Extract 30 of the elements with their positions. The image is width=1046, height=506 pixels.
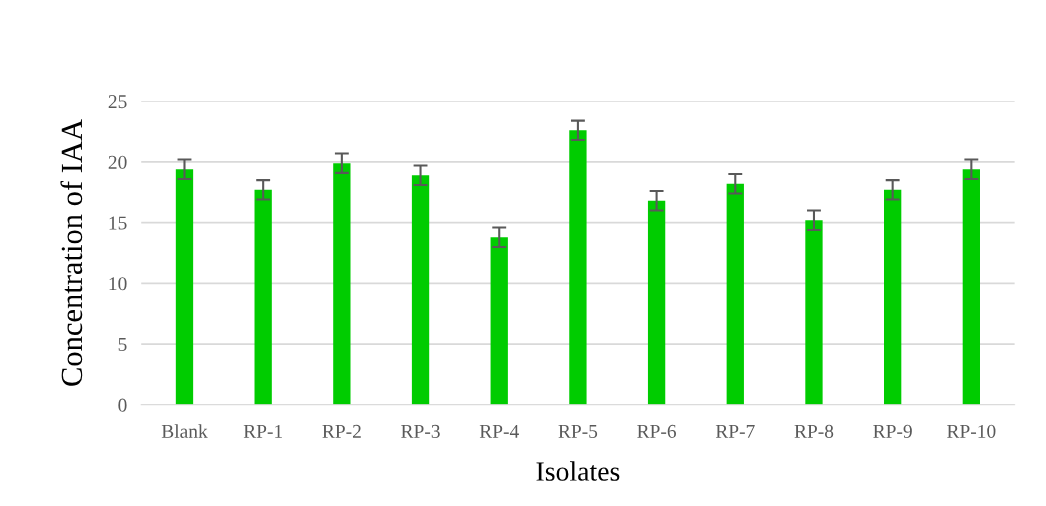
x-tick-label: RP-6 bbox=[637, 424, 677, 438]
x-tick-label: RP-2 bbox=[322, 424, 361, 438]
x-tick-label: RP-5 bbox=[558, 425, 598, 438]
y-tick-label: 0 bbox=[118, 398, 127, 412]
bar bbox=[962, 169, 980, 405]
y-tick-label: 5 bbox=[118, 338, 127, 352]
y-tick-label: 25 bbox=[108, 95, 127, 109]
bar bbox=[647, 200, 666, 405]
bar bbox=[490, 237, 508, 405]
bar bbox=[726, 183, 744, 405]
x-tick-label: RP-3 bbox=[401, 424, 440, 438]
bar bbox=[569, 130, 587, 405]
bar bbox=[884, 189, 902, 405]
y-axis-title: Concentration of IAA bbox=[60, 119, 83, 386]
bar bbox=[175, 169, 194, 405]
y-tick-label: 10 bbox=[109, 277, 127, 291]
x-tick-label: RP-10 bbox=[947, 424, 996, 438]
x-tick-label: RP-9 bbox=[873, 424, 912, 438]
x-tick-label: RP-7 bbox=[715, 425, 755, 438]
bar bbox=[411, 175, 430, 405]
x-axis-title: Isolates bbox=[536, 461, 620, 481]
x-tick-label: Blank bbox=[161, 424, 208, 438]
x-tick-label: RP-8 bbox=[794, 424, 834, 438]
bar bbox=[254, 189, 272, 405]
y-tick-label: 20 bbox=[108, 155, 127, 169]
x-tick-label: RP-4 bbox=[479, 424, 519, 438]
y-tick-label: 15 bbox=[109, 216, 127, 230]
bar bbox=[333, 163, 351, 405]
x-tick-label: RP-1 bbox=[243, 424, 282, 438]
bar bbox=[805, 220, 823, 405]
